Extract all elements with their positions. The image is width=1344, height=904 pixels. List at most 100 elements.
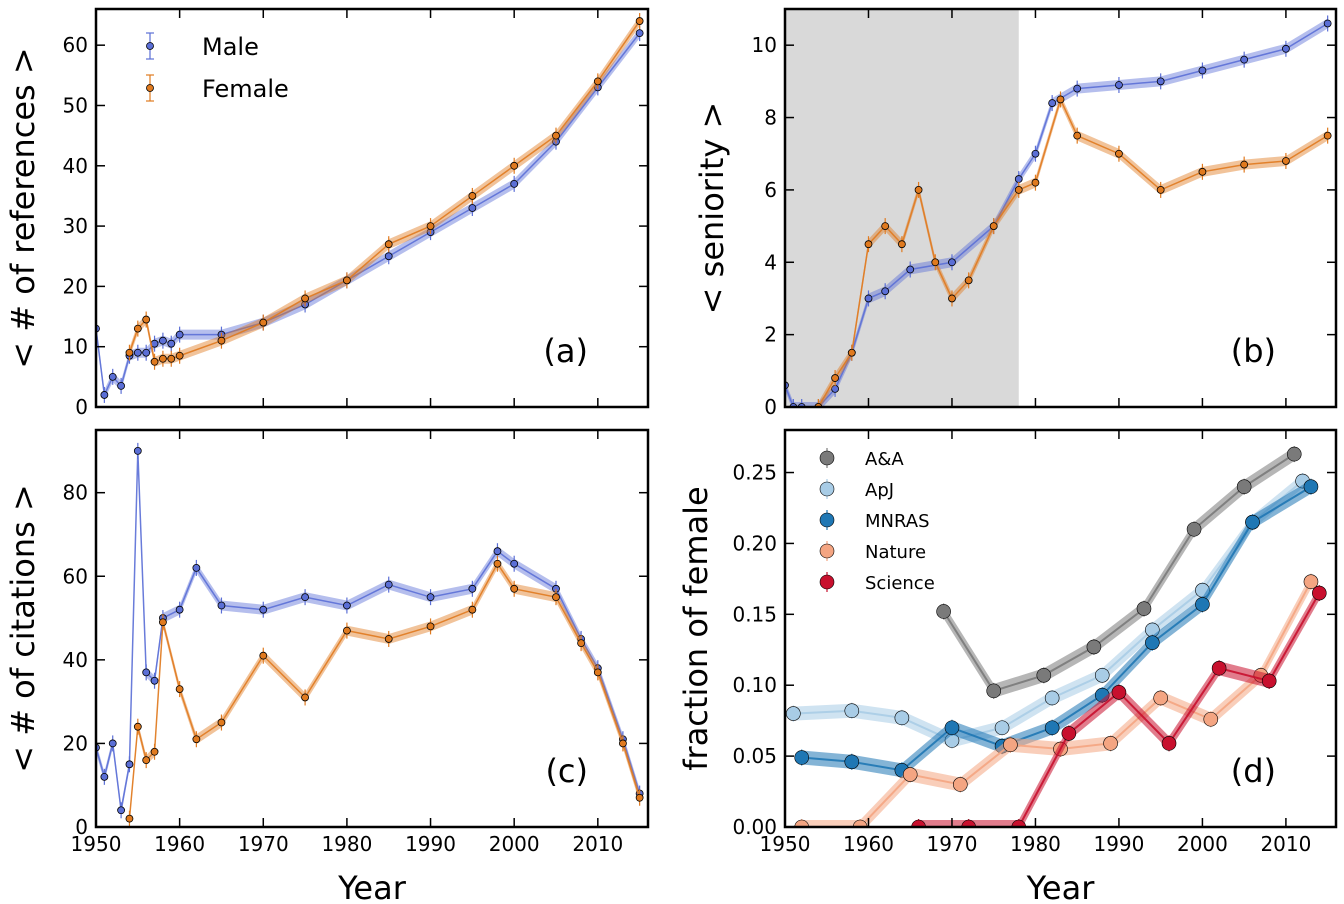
line-female xyxy=(128,20,641,363)
point-female xyxy=(167,354,176,363)
point-female xyxy=(301,693,309,702)
point-male xyxy=(259,605,268,614)
point-aanda xyxy=(936,604,951,619)
point-female xyxy=(384,240,393,249)
point-male xyxy=(493,547,502,556)
x-tick-label: 2000 xyxy=(489,832,540,856)
point-science xyxy=(1061,726,1077,741)
point-female xyxy=(1198,167,1207,176)
y-tick-label: 0.20 xyxy=(732,531,777,555)
band-male xyxy=(785,18,1328,407)
y-tick-label: 4 xyxy=(764,250,777,274)
point-aanda xyxy=(1036,667,1052,683)
point-apj xyxy=(894,710,910,726)
y-tick-label: 50 xyxy=(63,93,88,117)
point-female xyxy=(897,240,906,249)
point-female xyxy=(510,584,519,593)
point-nature xyxy=(1303,574,1319,590)
point-female xyxy=(125,348,134,357)
band-aanda xyxy=(943,447,1295,698)
point-female xyxy=(577,639,585,648)
point-male xyxy=(108,739,117,748)
legend-label-aanda: A&A xyxy=(865,449,904,470)
point-mnras xyxy=(794,750,809,765)
point-female xyxy=(593,668,602,677)
point-female xyxy=(384,635,393,643)
point-female xyxy=(552,131,560,140)
y-tick-label: 80 xyxy=(63,481,88,505)
point-female xyxy=(914,186,923,194)
point-female xyxy=(1282,157,1290,165)
panel-d: 1950 1960 1970 1980 1990 2000 2010 0.00 0.05 0.10… xyxy=(677,428,1338,904)
axes-frame xyxy=(94,428,650,829)
point-male xyxy=(100,772,109,781)
point-apj xyxy=(994,720,1010,736)
y-tick-label: 40 xyxy=(63,648,88,672)
y-tick-label: 10 xyxy=(752,33,777,57)
point-male xyxy=(117,381,125,390)
legend-marker-male xyxy=(146,42,154,50)
point-male xyxy=(635,29,644,38)
plot-area xyxy=(96,13,644,403)
x-tick-label: 1970 xyxy=(927,832,978,856)
point-male xyxy=(1115,81,1123,89)
panel-label: (b) xyxy=(1231,332,1276,370)
legend-label-nature: Nature xyxy=(865,542,926,563)
point-mnras xyxy=(944,720,960,736)
point-male xyxy=(1014,175,1023,183)
point-female xyxy=(259,651,268,660)
point-female xyxy=(552,593,560,602)
x-tick-label: 1950 xyxy=(71,832,122,856)
point-male xyxy=(906,265,915,274)
point-male xyxy=(343,601,351,610)
point-male xyxy=(159,336,167,345)
point-female xyxy=(619,739,627,748)
point-male xyxy=(1073,84,1082,93)
y-axis-label: fraction of female xyxy=(677,486,715,770)
legend-label-apj: ApJ xyxy=(865,480,894,501)
point-female xyxy=(133,722,142,731)
point-mnras xyxy=(1044,720,1060,736)
point-male xyxy=(301,593,309,602)
point-female xyxy=(831,374,839,382)
y-tick-label: 0.05 xyxy=(732,744,777,768)
point-female xyxy=(343,276,351,285)
plot-area xyxy=(785,15,1332,407)
y-tick-label: 0 xyxy=(75,815,88,839)
legend-marker-mnras xyxy=(819,512,835,528)
point-female xyxy=(593,77,602,86)
point-female xyxy=(133,324,142,333)
y-tick-label: 0 xyxy=(75,395,88,419)
point-nature xyxy=(1203,711,1219,727)
point-science xyxy=(1312,585,1327,601)
point-female xyxy=(635,17,644,25)
x-tick-label: 1960 xyxy=(843,832,894,856)
point-female xyxy=(468,192,477,200)
y-tick-label: 20 xyxy=(63,274,88,298)
band-female xyxy=(129,16,640,367)
point-mnras xyxy=(844,754,860,770)
point-nature xyxy=(953,777,968,792)
point-male xyxy=(100,391,109,399)
point-female xyxy=(964,276,973,285)
panel-label: (a) xyxy=(543,332,588,370)
point-female xyxy=(1073,131,1082,140)
point-female xyxy=(150,357,159,366)
point-nature xyxy=(1153,690,1168,706)
point-aanda xyxy=(986,683,1002,699)
x-tick-label: 1980 xyxy=(1010,832,1061,856)
point-male xyxy=(1323,19,1332,28)
point-science xyxy=(961,819,976,827)
panel-label: (c) xyxy=(545,752,588,790)
line-male xyxy=(96,32,641,398)
point-male xyxy=(948,258,956,267)
point-female xyxy=(864,240,873,249)
x-tick-label: 1950 xyxy=(760,832,811,856)
point-male xyxy=(510,179,519,188)
point-female xyxy=(931,258,940,267)
point-female xyxy=(426,622,435,631)
point-female xyxy=(1156,186,1165,194)
legend-marker-aanda xyxy=(819,450,835,466)
point-mnras xyxy=(1145,635,1160,650)
point-male xyxy=(175,330,184,339)
